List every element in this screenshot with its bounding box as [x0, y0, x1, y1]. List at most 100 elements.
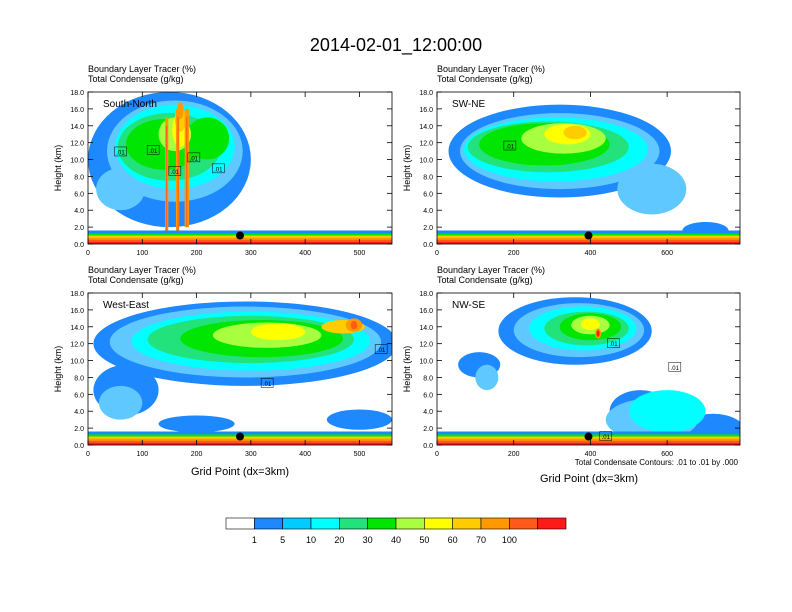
x-axis-label-left: Grid Point (dx=3km) — [191, 466, 289, 478]
y-tick-label: 18.0 — [419, 291, 433, 298]
contour-label-box — [187, 152, 201, 163]
colorbar-swatch — [254, 517, 283, 530]
panel-label: West-East — [103, 300, 149, 311]
y-tick-label: 8.0 — [74, 174, 84, 181]
colorbar-swatch — [339, 517, 368, 530]
y-tick-label: 0.0 — [423, 242, 433, 249]
x-tick-label: 500 — [354, 451, 366, 458]
contour-label: .01 — [602, 435, 611, 441]
field-column-redorange — [177, 117, 179, 236]
y-tick-label: 12.0 — [70, 342, 84, 349]
contour-label-box — [260, 378, 274, 388]
x-tick-label: 200 — [508, 451, 520, 458]
field-blob-redorange — [350, 320, 358, 330]
y-tick-label: 16.0 — [419, 107, 433, 114]
colorbar-label: 70 — [476, 535, 486, 545]
panel-south-north: Boundary Layer Tracer (%)Total Condensat… — [53, 64, 393, 257]
y-tick-label: 12.0 — [419, 141, 433, 148]
colorbar-swatch — [395, 517, 425, 530]
plot-frame — [87, 91, 393, 245]
field-blob-lightblue — [617, 163, 687, 215]
location-marker — [584, 231, 593, 240]
colorbar-label: 60 — [448, 535, 458, 545]
plot-frame — [87, 292, 393, 446]
y-tick-label: 4.0 — [74, 409, 84, 416]
y-tick-label: 2.0 — [74, 225, 84, 232]
contour-label-box — [374, 344, 388, 354]
colorbar-swatch — [537, 517, 567, 530]
field-blob-yellow — [580, 318, 601, 331]
x-tick-label: 300 — [245, 451, 257, 458]
colorbar-swatch — [424, 517, 453, 530]
plot-frame — [436, 91, 741, 245]
y-tick-label: 8.0 — [423, 375, 433, 382]
contour-label: .01 — [377, 348, 386, 354]
colorbar-swatch — [310, 517, 340, 530]
location-marker — [584, 432, 593, 441]
contour-label-box — [599, 431, 613, 441]
panel-header-condensate: Total Condensate (g/kg) — [437, 74, 533, 84]
y-tick-label: 14.0 — [70, 124, 84, 131]
field-column-redorange — [166, 125, 168, 236]
x-tick-label: 300 — [245, 250, 257, 257]
tracer-field — [88, 301, 392, 445]
colorbar-swatch — [480, 517, 510, 530]
y-tick-label: 10.0 — [419, 158, 433, 165]
contour-label: .01 — [149, 149, 158, 155]
colorbar-label: 20 — [334, 535, 344, 545]
contour-label: .01 — [214, 167, 223, 173]
panel-west-east: Boundary Layer Tracer (%)Total Condensat… — [53, 265, 393, 458]
colorbar-swatch — [225, 517, 255, 530]
y-tick-label: 2.0 — [423, 225, 433, 232]
colorbar-swatch — [452, 517, 482, 530]
x-tick-label: 400 — [299, 250, 311, 257]
y-tick-label: 14.0 — [70, 325, 84, 332]
y-tick-label: 14.0 — [419, 325, 433, 332]
y-axis-label: Height (km) — [53, 346, 63, 393]
y-tick-label: 12.0 — [419, 342, 433, 349]
plot-frame — [436, 292, 741, 446]
tracer-field — [88, 92, 392, 244]
y-axis-label: Height (km) — [402, 346, 412, 393]
x-tick-label: 0 — [86, 250, 90, 257]
y-tick-label: 0.0 — [74, 443, 84, 450]
y-tick-label: 4.0 — [423, 409, 433, 416]
field-blob-cyan — [628, 390, 706, 433]
figure-title: 2014-02-01_12:00:00 — [310, 35, 482, 56]
y-tick-label: 10.0 — [70, 158, 84, 165]
y-tick-label: 2.0 — [423, 426, 433, 433]
contour-label: .01 — [506, 145, 515, 151]
y-tick-label: 14.0 — [419, 124, 433, 131]
field-blob-yellow — [250, 323, 306, 341]
y-tick-label: 16.0 — [70, 107, 84, 114]
colorbar-label: 100 — [502, 535, 517, 545]
y-tick-label: 8.0 — [423, 174, 433, 181]
contour-label-box — [607, 338, 620, 348]
colorbar-label: 30 — [363, 535, 373, 545]
field-blob-gold — [563, 125, 587, 140]
panel-label: SW-NE — [452, 99, 485, 110]
panel-header-condensate: Total Condensate (g/kg) — [437, 275, 533, 285]
contour-note: Total Condensate Contours: .01 to .01 by… — [575, 458, 739, 467]
panel-header-tracer: Boundary Layer Tracer (%) — [437, 265, 545, 275]
location-marker — [236, 432, 244, 441]
location-marker — [236, 231, 244, 240]
y-tick-label: 12.0 — [70, 141, 84, 148]
boundary-layer-band — [88, 442, 392, 445]
y-tick-label: 0.0 — [423, 443, 433, 450]
colorbar-label: 40 — [391, 535, 401, 545]
x-tick-label: 200 — [508, 250, 520, 257]
y-tick-label: 16.0 — [419, 308, 433, 315]
y-axis-label: Height (km) — [53, 145, 63, 192]
x-tick-label: 0 — [435, 451, 439, 458]
x-tick-label: 400 — [299, 451, 311, 458]
panel-label: South-North — [103, 99, 157, 110]
x-tick-label: 0 — [86, 451, 90, 458]
contour-label: .01 — [609, 342, 618, 348]
y-tick-label: 10.0 — [70, 359, 84, 366]
y-tick-label: 6.0 — [74, 191, 84, 198]
field-blob-lightblue — [98, 385, 143, 420]
boundary-layer-band — [88, 241, 392, 244]
x-tick-label: 100 — [136, 250, 148, 257]
